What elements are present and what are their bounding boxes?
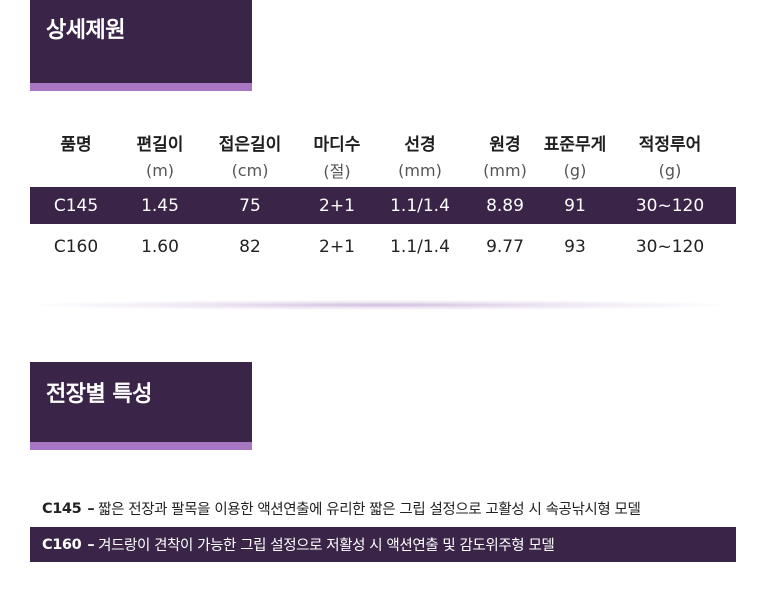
header-cell-length: 편길이 xyxy=(136,134,184,155)
cell-sections: 2+1 xyxy=(319,195,355,216)
feature-model: C145 xyxy=(42,500,82,517)
feature-separator: – xyxy=(87,500,95,517)
header-cell-tip-diameter: 선경 xyxy=(404,134,436,155)
feature-line: C145 – 짧은 전장과 팔목을 이용한 액션연출에 유리한 짧은 그립 설정… xyxy=(30,491,736,526)
unit-cell-folded-length: (cm) xyxy=(231,160,269,180)
table-unit-row: (m) (cm) (절) (mm) (mm) (g) (g) xyxy=(30,158,736,182)
feature-separator: – xyxy=(87,536,95,553)
table-row: C145 1.45 75 2+1 1.1/1.4 8.89 91 30~120 xyxy=(30,187,736,224)
header-cell-folded-length: 접은길이 xyxy=(218,134,282,155)
feature-model: C160 xyxy=(42,536,82,553)
cell-butt-diameter: 9.77 xyxy=(486,236,524,257)
cell-tip-diameter: 1.1/1.4 xyxy=(390,236,450,257)
cell-model: C145 xyxy=(53,195,99,216)
cell-length: 1.45 xyxy=(141,195,179,216)
header-accent-bar xyxy=(30,442,252,450)
specs-section-header: 상세제원 xyxy=(30,0,252,91)
cell-lure-weight: 30~120 xyxy=(635,195,705,216)
cell-tip-diameter: 1.1/1.4 xyxy=(390,195,450,216)
unit-cell-lure-weight: (g) xyxy=(658,160,682,180)
header-cell-lure-weight: 적정루어 xyxy=(638,134,702,155)
feature-line: C160 – 겨드랑이 견착이 가능한 그립 설정으로 저활성 시 액션연출 및… xyxy=(30,527,736,562)
cell-length: 1.60 xyxy=(141,236,179,257)
table-header-row: 품명 편길이 접은길이 마디수 선경 원경 표준무게 적정루어 xyxy=(30,130,736,155)
cell-sections: 2+1 xyxy=(319,236,355,257)
feature-description: 겨드랑이 견착이 가능한 그립 설정으로 저활성 시 액션연출 및 감도위주형 … xyxy=(98,538,555,554)
cell-butt-diameter: 8.89 xyxy=(486,195,524,216)
unit-cell-weight: (g) xyxy=(563,160,587,180)
unit-cell-tip-diameter: (mm) xyxy=(398,160,442,180)
feature-description: 짧은 전장과 팔목을 이용한 액션연출에 유리한 짧은 그립 설정으로 고활성 … xyxy=(98,502,641,518)
header-cell-butt-diameter: 원경 xyxy=(489,134,521,155)
cell-lure-weight: 30~120 xyxy=(635,236,705,257)
cell-model: C160 xyxy=(53,236,99,257)
unit-cell-length: (m) xyxy=(145,160,175,180)
specs-section-title: 상세제원 xyxy=(46,18,125,43)
section-divider xyxy=(40,300,720,310)
unit-cell-butt-diameter: (mm) xyxy=(483,160,527,180)
table-row: C160 1.60 82 2+1 1.1/1.4 9.77 93 30~120 xyxy=(30,228,736,265)
cell-weight: 93 xyxy=(564,236,586,257)
header-cell-sections: 마디수 xyxy=(313,134,361,155)
unit-cell-sections: (절) xyxy=(323,162,351,181)
header-cell-weight: 표준무게 xyxy=(543,134,607,155)
features-section-header: 전장별 특성 xyxy=(30,362,252,450)
cell-folded-length: 75 xyxy=(239,195,261,216)
cell-folded-length: 82 xyxy=(239,236,261,257)
cell-weight: 91 xyxy=(564,195,586,216)
features-section-title: 전장별 특성 xyxy=(46,382,152,407)
header-cell-model: 품명 xyxy=(60,134,92,155)
header-accent-bar xyxy=(30,83,252,91)
